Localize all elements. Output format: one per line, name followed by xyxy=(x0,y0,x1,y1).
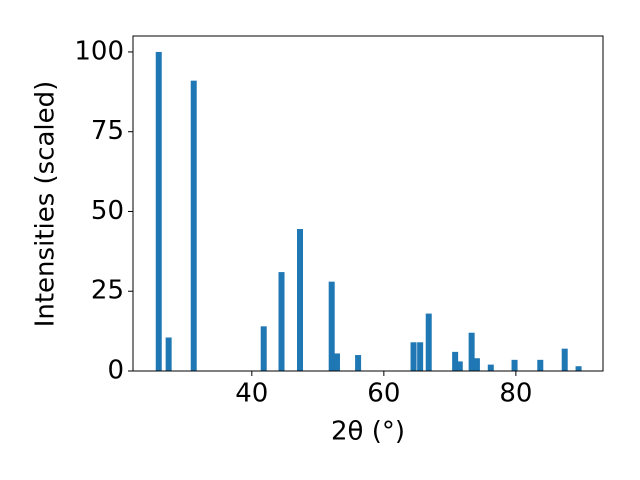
x-tick-label: 60 xyxy=(367,379,400,409)
y-axis-label: Intensities (scaled) xyxy=(31,81,61,328)
bar xyxy=(155,51,162,371)
bar xyxy=(473,358,480,371)
bar xyxy=(511,359,518,371)
bar xyxy=(328,281,335,371)
plot-frame xyxy=(132,35,604,372)
bar xyxy=(487,364,494,371)
bar xyxy=(260,326,267,371)
bar xyxy=(452,351,459,371)
y-tick-label: 75 xyxy=(91,116,124,146)
y-tick-label: 50 xyxy=(91,196,124,226)
bar xyxy=(278,272,285,371)
x-axis-label: 2θ (°) xyxy=(331,417,405,447)
y-tick-label: 25 xyxy=(91,276,124,306)
bar xyxy=(468,332,475,371)
bar xyxy=(297,229,304,371)
x-tick-label: 40 xyxy=(235,379,268,409)
bar xyxy=(456,361,463,371)
bar xyxy=(190,80,197,372)
bar xyxy=(417,342,424,371)
bar xyxy=(333,353,340,371)
x-tick-label: 80 xyxy=(499,379,532,409)
bar xyxy=(355,355,362,371)
y-tick-label: 100 xyxy=(74,36,124,66)
bar xyxy=(425,313,432,371)
bar xyxy=(561,348,568,371)
bar xyxy=(165,337,172,371)
bar xyxy=(410,342,417,371)
bar xyxy=(575,366,582,371)
y-tick-label: 0 xyxy=(107,356,124,386)
bar xyxy=(537,359,544,371)
